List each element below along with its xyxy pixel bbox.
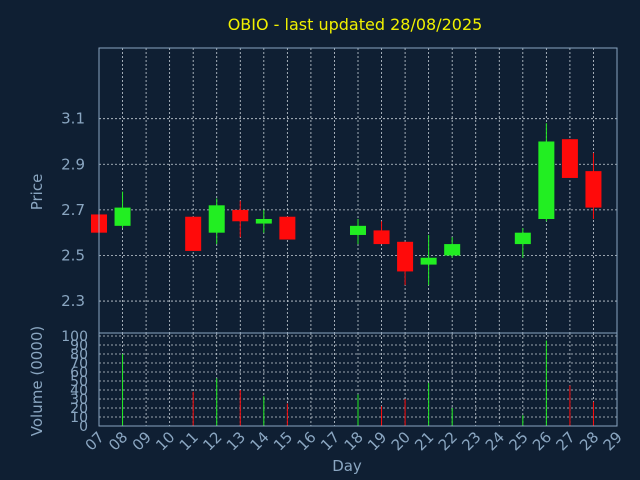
- volume-tick-label: 70: [70, 356, 88, 372]
- candle-body: [208, 205, 225, 233]
- x-tick-label: 12: [199, 428, 225, 454]
- price-tick-label: 2.9: [61, 155, 85, 173]
- x-tick-label: 09: [129, 428, 155, 454]
- candle-body: [279, 216, 296, 240]
- x-tick-label: 13: [223, 428, 249, 454]
- x-tick-label: 22: [435, 428, 461, 454]
- x-tick-label: 16: [294, 428, 320, 454]
- candle-body: [585, 171, 602, 208]
- volume-tick-label: 0: [79, 419, 88, 435]
- x-axis: 0708091011121314151617181920212223242526…: [82, 428, 626, 454]
- volume-tick-label: 30: [70, 392, 88, 408]
- x-tick-label: 21: [411, 428, 437, 454]
- price-panel: 2.3 2.5 2.7 2.9 3.1: [61, 47, 618, 334]
- x-tick-label: 19: [364, 428, 390, 454]
- x-tick-label: 15: [270, 428, 296, 454]
- candle-body: [114, 207, 131, 226]
- volume-tick-label: 40: [70, 383, 88, 399]
- x-tick-label: 27: [553, 428, 579, 454]
- candle-body: [255, 219, 272, 224]
- x-tick-label: 29: [600, 428, 626, 454]
- x-tick-label: 26: [529, 428, 555, 454]
- candle-body: [444, 244, 461, 256]
- candle-body: [350, 225, 366, 235]
- volume-tick-label: 90: [70, 338, 88, 354]
- chart-title: OBIO - last updated 28/08/2025: [228, 15, 483, 34]
- candle-body: [514, 232, 531, 245]
- x-tick-label: 14: [246, 428, 272, 454]
- price-axis-label: Price: [28, 174, 46, 211]
- price-tick-label: 3.1: [61, 110, 85, 128]
- volume-axis-label: Volume (0000): [28, 326, 46, 436]
- volume-frame: [98, 332, 618, 427]
- x-tick-label: 20: [388, 428, 414, 454]
- volume-tick-label: 20: [70, 401, 88, 417]
- x-tick-label: 28: [576, 428, 602, 454]
- x-tick-label: 18: [341, 428, 367, 454]
- volume-tick-label: 80: [70, 347, 88, 363]
- volume-tick-label: 50: [70, 374, 88, 390]
- x-tick-label: 10: [152, 428, 178, 454]
- volume-tick-label: 10: [70, 410, 88, 426]
- x-tick-label: 24: [482, 428, 508, 454]
- price-tick-label: 2.5: [61, 246, 85, 264]
- x-axis-label: Day: [332, 457, 362, 475]
- x-tick-label: 08: [105, 428, 131, 454]
- candle-body: [420, 257, 437, 265]
- price-tick-label: 2.3: [61, 292, 85, 310]
- candle-body: [185, 216, 202, 251]
- candle-body: [373, 230, 390, 245]
- volume-tick-label: 100: [61, 329, 88, 345]
- candle-body: [561, 139, 578, 178]
- candle-body: [397, 241, 414, 272]
- x-tick-label: 11: [176, 428, 202, 454]
- candle-body: [232, 209, 249, 222]
- volume-tick-label: 60: [70, 365, 88, 381]
- candle-body: [538, 141, 555, 219]
- price-tick-label: 2.7: [61, 201, 85, 219]
- x-tick-label: 25: [505, 428, 531, 454]
- x-tick-label: 17: [317, 428, 343, 454]
- x-tick-label: 23: [458, 428, 484, 454]
